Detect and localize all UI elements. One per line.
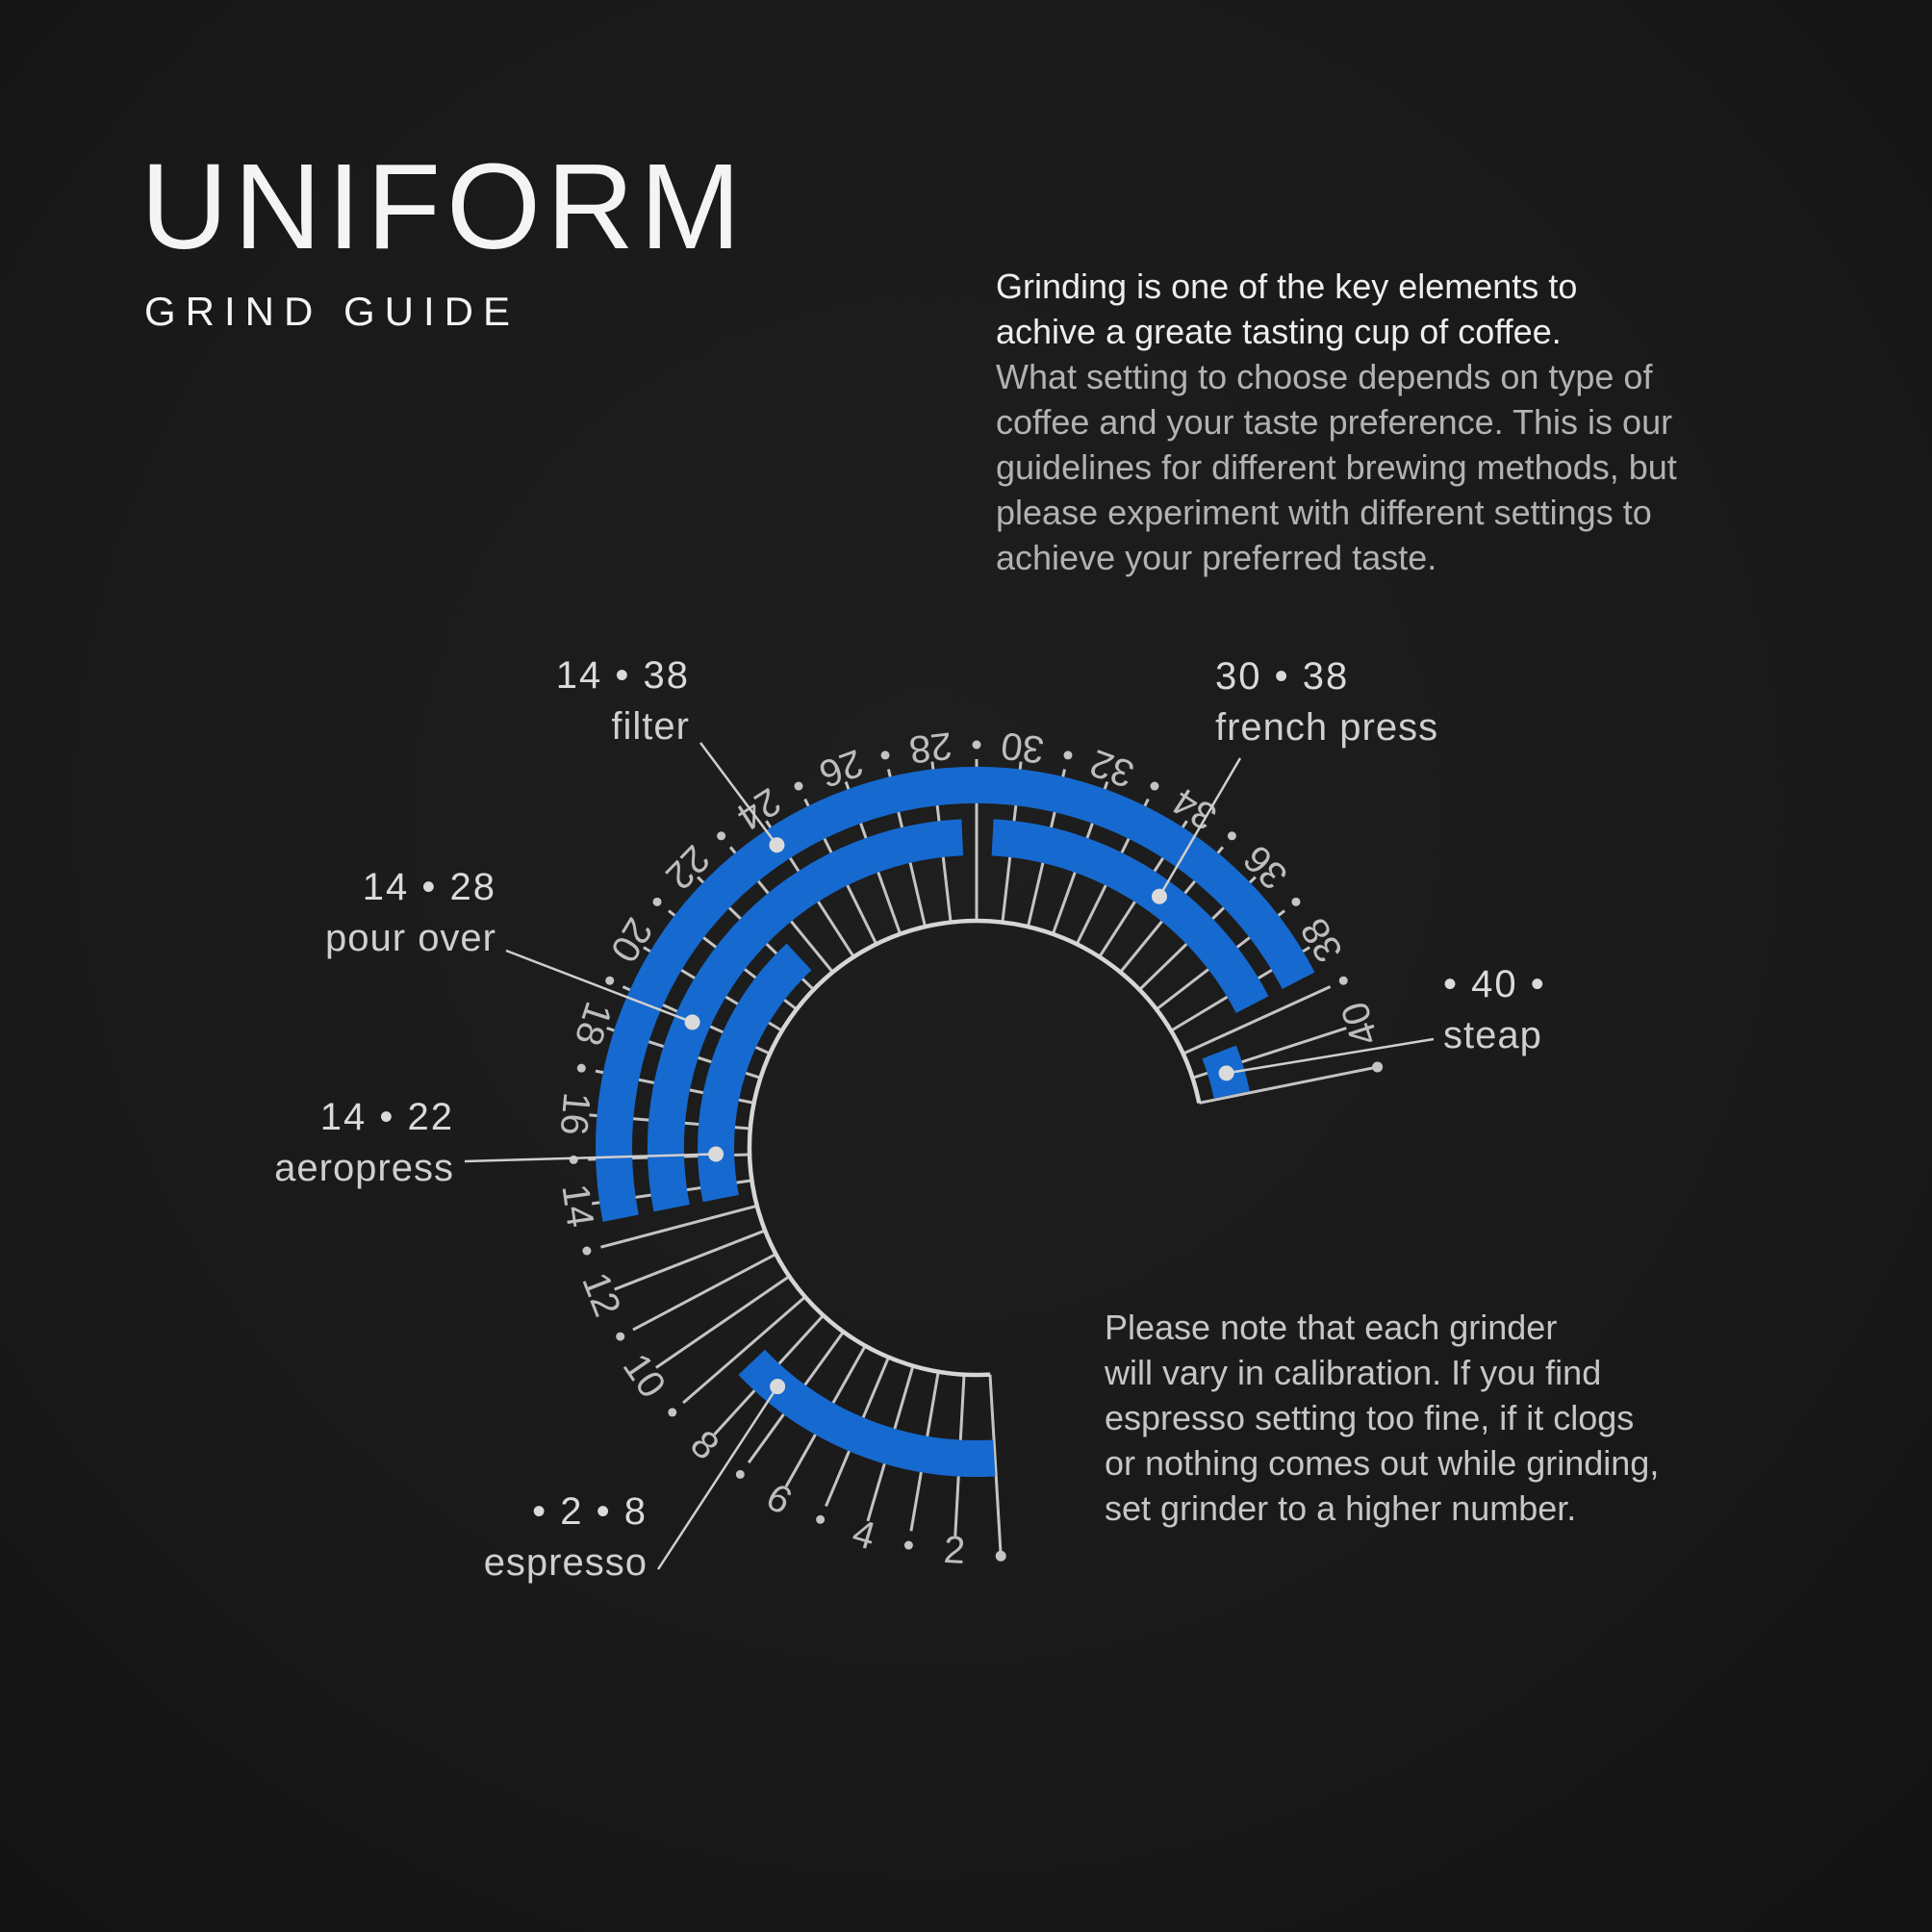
label-name-french-press: french press bbox=[1215, 706, 1438, 749]
dial-dot-35 bbox=[1227, 831, 1236, 841]
dial-dot-39 bbox=[1338, 976, 1348, 985]
dial-dot-41 bbox=[1372, 1061, 1384, 1073]
dial-dot-33 bbox=[1150, 781, 1159, 791]
callout-line-pour-over bbox=[505, 949, 694, 1024]
callout-line-french-press bbox=[1157, 757, 1242, 898]
dial-number-30: 30 bbox=[999, 724, 1046, 771]
label-range-espresso: • 2 • 8 bbox=[532, 1490, 648, 1533]
dial-number-6: 6 bbox=[759, 1476, 799, 1523]
callout-dot-french-press bbox=[1151, 888, 1167, 904]
label-range-french-press: 30 • 38 bbox=[1215, 655, 1349, 698]
callout-line-filter bbox=[699, 742, 778, 847]
dial-dot-1 bbox=[995, 1550, 1006, 1562]
dial-dot-29 bbox=[972, 740, 981, 750]
dial-tick-12 bbox=[614, 1229, 766, 1291]
label-range-pour-over: 14 • 28 bbox=[363, 866, 496, 908]
callout-dot-steap bbox=[1218, 1065, 1234, 1081]
band-french-press bbox=[991, 819, 1269, 1013]
dial-dot-9 bbox=[668, 1408, 677, 1417]
band-aeropress bbox=[698, 943, 812, 1203]
callout-line-espresso bbox=[656, 1385, 779, 1570]
dial-dot-13 bbox=[582, 1246, 592, 1256]
dial-inner-circle bbox=[747, 918, 1202, 1378]
label-name-pour-over: pour over bbox=[325, 917, 496, 959]
dial-tick-11 bbox=[632, 1253, 777, 1332]
dial-tick-41 bbox=[1199, 1066, 1374, 1105]
dial-dot-19 bbox=[605, 976, 615, 985]
callout-line-steap bbox=[1226, 1037, 1435, 1075]
dial-dot-15 bbox=[569, 1155, 578, 1164]
dial-tick-10 bbox=[655, 1275, 791, 1369]
callout-dot-pour-over bbox=[684, 1014, 700, 1030]
dial-number-10: 10 bbox=[615, 1346, 674, 1406]
callout-dot-espresso bbox=[770, 1379, 786, 1395]
intro-lead-text: Grinding is one of the key elements to ac… bbox=[996, 267, 1578, 351]
dial-dot-3 bbox=[903, 1540, 913, 1550]
dial-tick-13 bbox=[600, 1204, 758, 1249]
label-name-aeropress: aeropress bbox=[274, 1147, 454, 1189]
calibration-note: Please note that each grinder will vary i… bbox=[1105, 1308, 1660, 1528]
dial-dot-23 bbox=[717, 831, 726, 841]
dial-dot-25 bbox=[794, 781, 803, 791]
dial-number-4: 4 bbox=[848, 1512, 880, 1558]
dial-dot-21 bbox=[652, 897, 662, 906]
label-name-filter: filter bbox=[611, 705, 690, 748]
page-subtitle: GRIND GUIDE bbox=[144, 289, 521, 334]
dial-dot-7 bbox=[735, 1469, 745, 1479]
dial-dot-5 bbox=[816, 1514, 826, 1524]
dial-tick-1 bbox=[988, 1374, 1003, 1552]
dial-dot-27 bbox=[880, 750, 890, 760]
dial-dot-11 bbox=[616, 1332, 625, 1341]
callout-dot-filter bbox=[769, 837, 785, 853]
callout-line-aeropress bbox=[464, 1153, 717, 1163]
dial-dot-17 bbox=[576, 1063, 586, 1073]
dial-dot-31 bbox=[1063, 750, 1073, 760]
page-title: UNIFORM bbox=[140, 139, 747, 274]
dial-number-12: 12 bbox=[573, 1267, 628, 1322]
label-range-aeropress: 14 • 22 bbox=[320, 1096, 454, 1138]
callout-dot-aeropress bbox=[708, 1146, 724, 1162]
band-espresso bbox=[738, 1349, 996, 1477]
band-filter bbox=[596, 766, 1315, 1222]
dial-number-16: 16 bbox=[552, 1091, 598, 1137]
label-range-steap: • 40 • bbox=[1443, 963, 1546, 1005]
dial-tick-39 bbox=[1182, 985, 1332, 1055]
dial-number-2: 2 bbox=[943, 1529, 967, 1572]
label-name-espresso: espresso bbox=[484, 1541, 648, 1584]
label-name-steap: steap bbox=[1443, 1014, 1542, 1056]
intro-body-text: What setting to choose depends on type o… bbox=[996, 357, 1677, 577]
dial-tick-9 bbox=[682, 1295, 806, 1405]
dial-dot-37 bbox=[1291, 897, 1301, 906]
intro-paragraph: Grinding is one of the key elements to ac… bbox=[996, 264, 1677, 580]
dial-number-14: 14 bbox=[553, 1182, 601, 1230]
dial-number-28: 28 bbox=[907, 724, 954, 771]
label-range-filter: 14 • 38 bbox=[556, 654, 690, 697]
dial-number-40: 40 bbox=[1334, 997, 1387, 1051]
band-pour-over bbox=[647, 819, 964, 1212]
